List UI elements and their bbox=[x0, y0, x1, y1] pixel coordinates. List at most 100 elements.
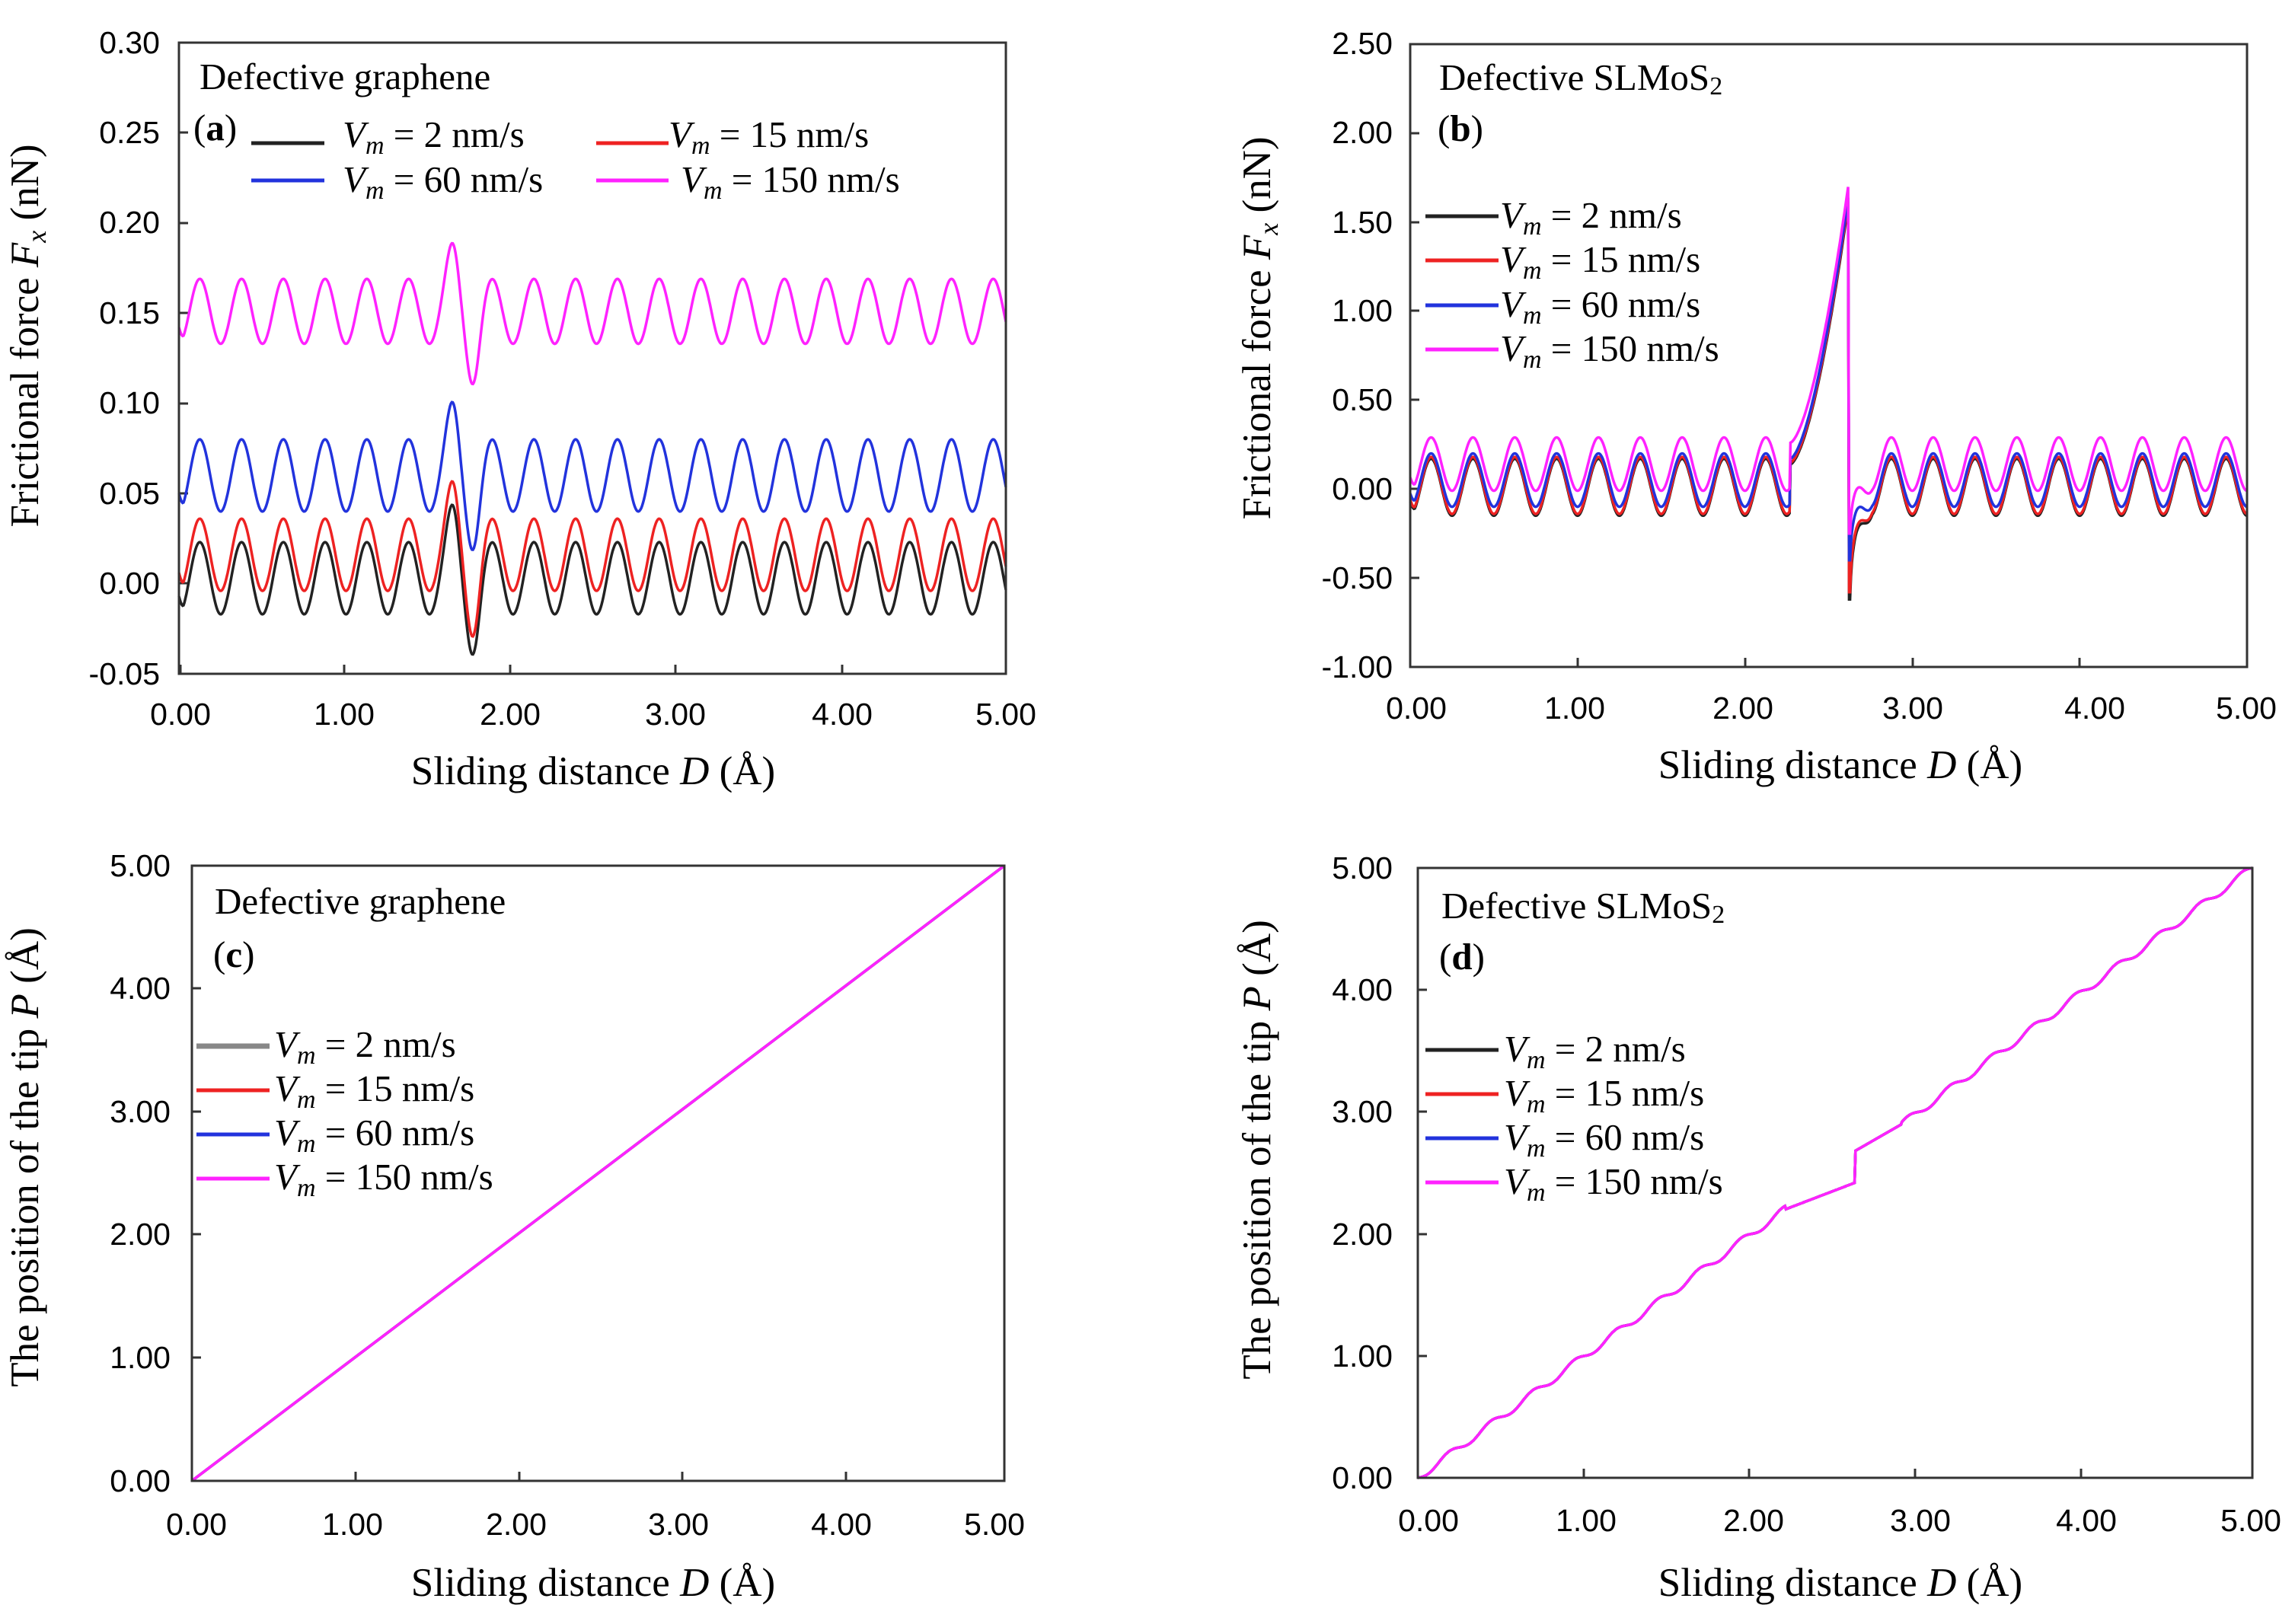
panel-c-y-title: The position of the tip P (Å) bbox=[3, 927, 47, 1387]
legend-label-150nm: Vm = 150 nm/s bbox=[274, 1156, 493, 1202]
y-tick-label: -1.00 bbox=[1322, 649, 1393, 684]
panel-d-title: Defective SLMoS2 bbox=[1441, 885, 1725, 929]
x-tick-label: 0.00 bbox=[150, 697, 211, 732]
x-tick-label: 4.00 bbox=[2056, 1503, 2117, 1538]
legend-label-60nm: Vm = 60 nm/s bbox=[1500, 283, 1700, 330]
legend-label-2nm: Vm = 2 nm/s bbox=[274, 1023, 456, 1070]
series-line-15nm bbox=[177, 480, 1007, 638]
panel-c-x-title: Sliding distance D (Å) bbox=[411, 1561, 775, 1605]
y-tick-label: 0.00 bbox=[110, 1463, 171, 1498]
y-tick-label: 2.00 bbox=[110, 1217, 171, 1252]
legend-label-15nm: Vm = 15 nm/s bbox=[669, 113, 869, 160]
series-line-150nm bbox=[190, 864, 1006, 1482]
panel-c-plot bbox=[190, 864, 1006, 1482]
x-tick-label: 4.00 bbox=[811, 1507, 872, 1542]
y-tick-label: 1.50 bbox=[1332, 205, 1393, 240]
panel-d-y-title: The position of the tip P (Å) bbox=[1235, 920, 1279, 1380]
panel-a-title: Defective graphene bbox=[199, 56, 490, 97]
x-tick-label: 3.00 bbox=[648, 1507, 709, 1542]
y-tick-label: 4.00 bbox=[110, 971, 171, 1006]
panel-c-frame bbox=[190, 864, 1006, 1482]
panel-a-x-title: Sliding distance D (Å) bbox=[411, 749, 775, 793]
legend-label-15nm: Vm = 15 nm/s bbox=[1504, 1072, 1704, 1118]
panel-b-title: Defective SLMoS2 bbox=[1439, 56, 1722, 101]
x-tick-label: 1.00 bbox=[1556, 1503, 1617, 1538]
legend-label-2nm: Vm = 2 nm/s bbox=[1500, 194, 1682, 241]
x-tick-label: 2.00 bbox=[480, 697, 541, 732]
x-tick-label: 5.00 bbox=[2216, 691, 2277, 726]
y-tick-label: 0.30 bbox=[99, 25, 160, 60]
x-tick-label: 2.00 bbox=[486, 1507, 547, 1542]
legend-label-2nm: Vm = 2 nm/s bbox=[1504, 1028, 1686, 1074]
x-tick-label: 0.00 bbox=[1386, 691, 1447, 726]
panel-a-legend: Vm = 2 nm/s Vm = 15 nm/s Vm = 60 nm/s Vm… bbox=[251, 113, 900, 205]
y-tick-label: 0.05 bbox=[99, 476, 160, 511]
y-tick-label: 1.00 bbox=[110, 1340, 171, 1375]
x-tick-label: 3.00 bbox=[645, 697, 706, 732]
y-tick-label: -0.50 bbox=[1322, 560, 1393, 595]
series-line-60nm bbox=[1409, 197, 2248, 562]
y-tick-label: 0.10 bbox=[99, 385, 160, 420]
panel-d-y-ticks: 0.00 1.00 2.00 3.00 4.00 5.00 bbox=[1332, 850, 1393, 1495]
y-tick-label: 5.00 bbox=[110, 848, 171, 883]
x-tick-label: 4.00 bbox=[812, 697, 873, 732]
panel-a: Frictional force Fx (nN) -0.05 0.00 0.05… bbox=[3, 25, 1036, 793]
legend-label-150nm: Vm = 150 nm/s bbox=[681, 158, 900, 205]
y-tick-label: 0.00 bbox=[1332, 1460, 1393, 1495]
series-line-60nm bbox=[177, 400, 1007, 551]
panel-d-x-title: Sliding distance D (Å) bbox=[1658, 1561, 2022, 1605]
x-tick-label: 3.00 bbox=[1882, 691, 1943, 726]
y-tick-label: 5.00 bbox=[1332, 850, 1393, 885]
x-tick-label: 2.00 bbox=[1723, 1503, 1784, 1538]
panel-c-legend: Vm = 2 nm/s Vm = 15 nm/s Vm = 60 nm/s Vm… bbox=[196, 1023, 493, 1202]
x-tick-label: 1.00 bbox=[322, 1507, 383, 1542]
panel-d-x-ticks: 0.00 1.00 2.00 3.00 4.00 5.00 bbox=[1398, 1503, 2281, 1538]
panel-c-x-ticks: 0.00 1.00 2.00 3.00 4.00 5.00 bbox=[166, 1507, 1025, 1542]
series-line-150nm bbox=[1409, 187, 2248, 535]
y-tick-label: 0.15 bbox=[99, 295, 160, 330]
panel-c-y-ticks: 0.00 1.00 2.00 3.00 4.00 5.00 bbox=[110, 848, 171, 1498]
panel-d-plot bbox=[1417, 866, 2253, 1479]
panel-d: The position of the tip P (Å) 0.00 1.00 … bbox=[1235, 850, 2281, 1605]
panel-b-x-ticks: 0.00 1.00 2.00 3.00 4.00 5.00 bbox=[1386, 691, 2277, 726]
panel-b-frame bbox=[1409, 43, 2249, 668]
x-tick-label: 5.00 bbox=[2220, 1503, 2281, 1538]
panel-d-frame bbox=[1416, 866, 2254, 1479]
panel-b-y-ticks: -1.00 -0.50 0.00 0.50 1.00 1.50 2.00 2.5… bbox=[1322, 26, 1393, 684]
y-tick-label: -0.05 bbox=[89, 656, 160, 691]
series-line-150nm bbox=[177, 241, 1007, 386]
panel-b-letter: (b) bbox=[1438, 107, 1483, 149]
x-tick-label: 5.00 bbox=[964, 1507, 1025, 1542]
y-tick-label: 2.00 bbox=[1332, 115, 1393, 150]
legend-label-15nm: Vm = 15 nm/s bbox=[1500, 238, 1700, 285]
panel-b: Frictional force Fx (nN) -1.00 -0.50 0.0… bbox=[1235, 26, 2277, 787]
y-tick-label: 0.00 bbox=[99, 566, 160, 601]
x-tick-label: 3.00 bbox=[1890, 1503, 1951, 1538]
panel-b-x-title: Sliding distance D (Å) bbox=[1658, 743, 2022, 787]
panel-a-plot bbox=[177, 241, 1007, 656]
panel-a-letter: (a) bbox=[193, 107, 237, 148]
panel-a-y-title: Frictional force Fx (nN) bbox=[3, 144, 52, 527]
legend-label-2nm: Vm = 2 nm/s bbox=[343, 113, 525, 160]
panel-b-y-title: Frictional force Fx (nN) bbox=[1235, 136, 1284, 519]
y-tick-label: 0.20 bbox=[99, 205, 160, 240]
x-tick-label: 1.00 bbox=[1544, 691, 1605, 726]
legend-label-60nm: Vm = 60 nm/s bbox=[343, 158, 543, 205]
x-tick-label: 0.00 bbox=[166, 1507, 227, 1542]
y-tick-label: 3.00 bbox=[110, 1094, 171, 1129]
x-tick-label: 5.00 bbox=[975, 697, 1036, 732]
x-tick-label: 0.00 bbox=[1398, 1503, 1459, 1538]
x-tick-label: 2.00 bbox=[1712, 691, 1773, 726]
legend-label-150nm: Vm = 150 nm/s bbox=[1504, 1160, 1723, 1207]
panel-a-x-ticks: 0.00 1.00 2.00 3.00 4.00 5.00 bbox=[150, 697, 1036, 732]
x-tick-label: 4.00 bbox=[2064, 691, 2125, 726]
panel-b-plot bbox=[1409, 187, 2248, 601]
y-tick-label: 0.25 bbox=[99, 115, 160, 150]
legend-label-150nm: Vm = 150 nm/s bbox=[1500, 327, 1719, 374]
panel-d-letter: (d) bbox=[1439, 936, 1485, 978]
panel-a-y-ticks: -0.05 0.00 0.05 0.10 0.15 0.20 0.25 0.30 bbox=[89, 25, 160, 691]
panel-a-frame bbox=[177, 41, 1007, 675]
panel-c-title: Defective graphene bbox=[215, 880, 506, 922]
y-tick-label: 2.50 bbox=[1332, 26, 1393, 61]
